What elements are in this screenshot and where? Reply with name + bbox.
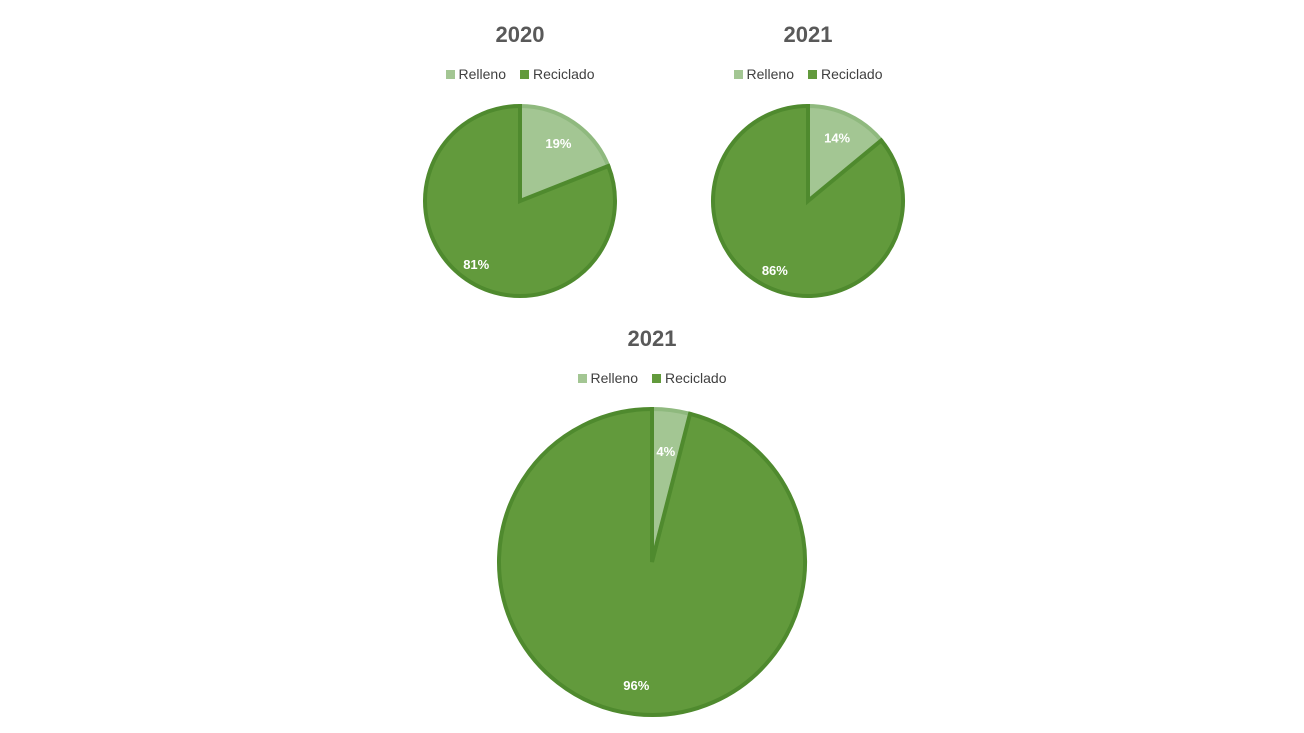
legend-item-relleno: Relleno [577,370,638,386]
data-label-reciclado: 81% [463,257,489,272]
slice-reciclado [423,103,617,298]
pie-plot: 14% 86% [711,103,905,298]
chart-title: 2020 [495,22,545,47]
chart-legend: Relleno Reciclado [492,370,812,386]
slice-reciclado [497,406,807,717]
data-label-relleno: 19% [545,136,571,151]
legend-label: Relleno [458,66,506,82]
data-label-reciclado: 86% [762,263,788,278]
legend-label: Reciclado [821,66,883,82]
legend-swatch-relleno [733,69,743,79]
data-label-reciclado: 96% [623,678,649,693]
legend-swatch-relleno [577,373,587,383]
legend-item-relleno: Relleno [733,66,794,82]
legend-label: Reciclado [665,370,727,386]
pie-plot: 19% 81% [423,103,617,298]
legend-item-reciclado: Reciclado [808,66,882,82]
pie-chart-2: 2021 Relleno Reciclado 14% 86% [708,20,908,310]
legend-label: Relleno [590,370,638,386]
legend-label: Reciclado [533,66,595,82]
legend-swatch-reciclado [520,69,529,79]
slice-relleno [806,103,885,206]
slice-reciclado [711,103,905,298]
pie-plot: 4% 96% [497,406,807,717]
chart-legend: Relleno Reciclado [420,66,620,82]
legend-swatch-reciclado [808,69,817,79]
data-label-relleno: 4% [656,444,675,459]
chart-legend: Relleno Reciclado [708,66,908,82]
legend-item-reciclado: Reciclado [520,66,594,82]
pie-chart-3: 2021 Relleno Reciclado 4% 96% [492,324,812,724]
legend-swatch-reciclado [652,373,661,383]
legend-label: Relleno [746,66,794,82]
chart-title: 2021 [627,326,677,351]
slice-relleno [518,103,611,204]
chart-title: 2021 [783,22,833,47]
legend-item-relleno: Relleno [445,66,506,82]
pie-chart-1: 2020 Relleno Reciclado 19% 81% [420,20,620,310]
legend-item-reciclado: Reciclado [652,370,726,386]
legend-swatch-relleno [445,69,455,79]
data-label-relleno: 14% [824,131,850,146]
